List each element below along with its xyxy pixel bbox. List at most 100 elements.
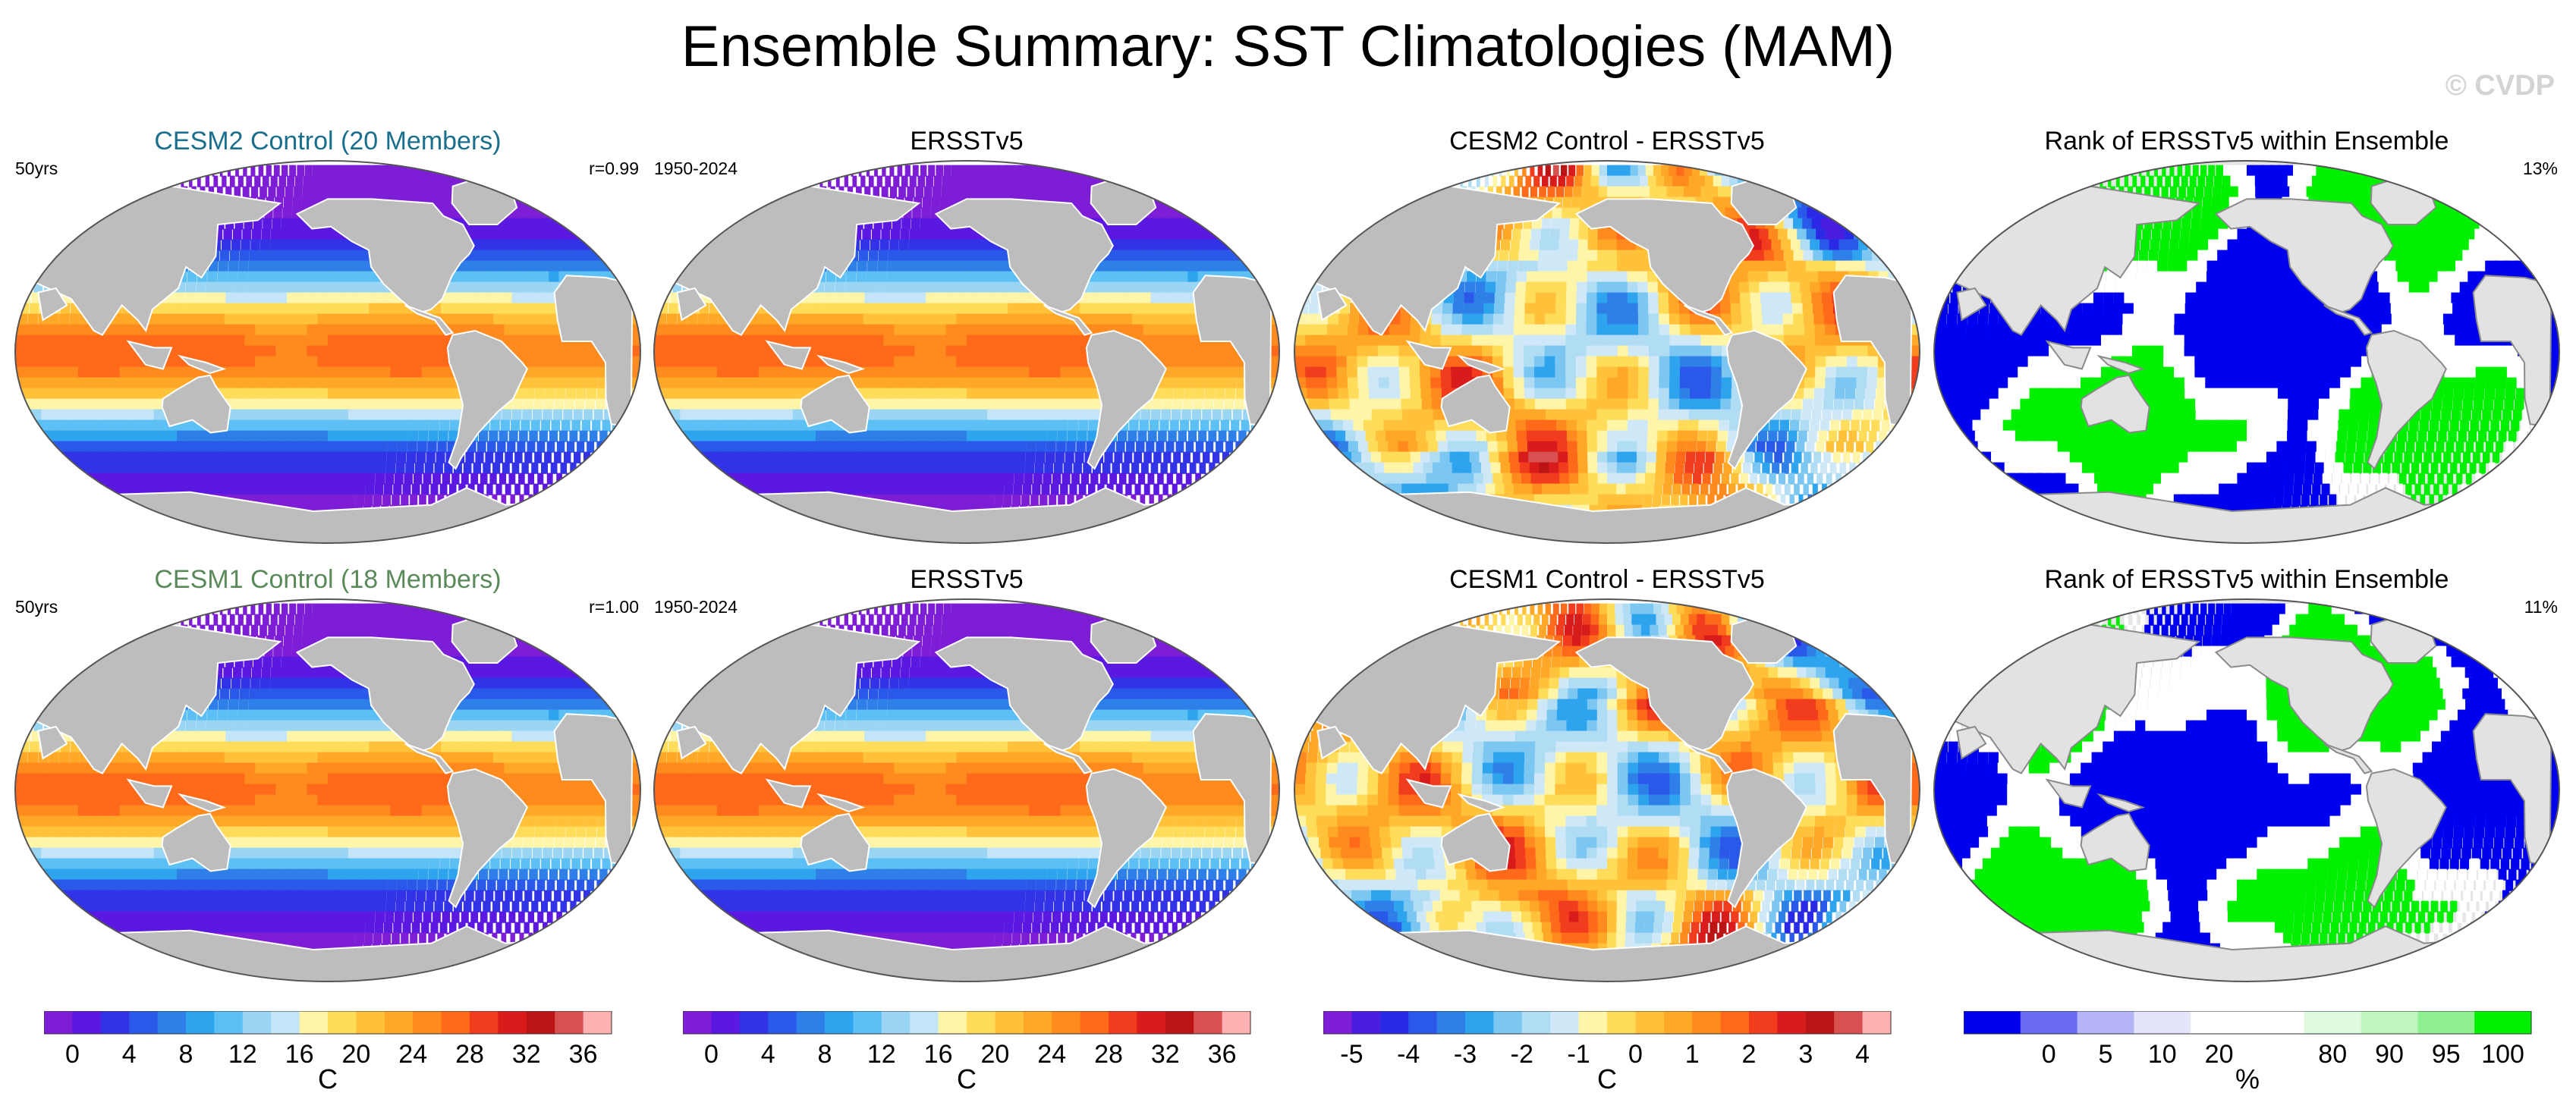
heatmap-cell	[616, 441, 624, 453]
heatmap-cell	[328, 451, 338, 463]
heatmap-cell	[358, 398, 370, 410]
heatmap-cell	[976, 250, 988, 262]
heatmap-cell	[997, 419, 1008, 432]
heatmap-cell	[1175, 366, 1186, 378]
land-mass	[446, 329, 528, 470]
heatmap-cell	[587, 441, 595, 453]
heatmap-cell	[1029, 356, 1041, 368]
heatmap-cell	[1206, 356, 1218, 368]
heatmap-cell	[405, 536, 408, 543]
heatmap-cell	[561, 419, 571, 432]
heatmap-cell	[70, 504, 89, 517]
heatmap-cell	[819, 165, 822, 177]
heatmap-cell	[1226, 366, 1238, 378]
heatmap-cell	[337, 250, 349, 262]
heatmap-cell	[113, 515, 131, 527]
heatmap-cell	[216, 281, 227, 294]
heatmap-cell	[47, 324, 58, 336]
heatmap-cell	[317, 398, 329, 410]
heatmap-cell	[317, 292, 329, 304]
heatmap-cell	[759, 324, 770, 336]
heatmap-cell	[841, 345, 854, 357]
heatmap-cell	[1530, 186, 1538, 198]
heatmap-cell	[1018, 303, 1030, 315]
heatmap-cell	[1025, 451, 1036, 463]
heatmap-cell	[1193, 451, 1200, 463]
heatmap-cell	[743, 419, 756, 432]
heatmap-cell	[30, 260, 38, 272]
heatmap-cell	[365, 483, 375, 495]
heatmap-cell	[1848, 218, 1864, 230]
heatmap-cell	[529, 430, 538, 442]
heatmap-cell	[1107, 271, 1120, 283]
heatmap-cell	[197, 165, 199, 177]
heatmap-cell	[132, 536, 156, 543]
heatmap-cell	[882, 483, 895, 495]
heatmap-cell	[244, 345, 256, 357]
heatmap-cell	[844, 292, 855, 304]
heatmap-cell	[280, 228, 291, 240]
heatmap-cell	[1052, 473, 1062, 485]
heatmap-cell	[257, 271, 268, 283]
heatmap-cell	[474, 250, 488, 262]
heatmap-cell	[303, 175, 312, 187]
heatmap-cell	[124, 419, 138, 432]
heatmap-cell	[718, 388, 731, 400]
heatmap-cell	[986, 430, 998, 442]
heatmap-cell	[328, 494, 338, 506]
heatmap-cell	[1203, 175, 1224, 187]
heatmap-cell	[251, 228, 262, 240]
heatmap-cell	[1206, 504, 1208, 517]
land-mass	[161, 374, 231, 434]
heatmap-cell	[571, 483, 575, 495]
heatmap-cell	[369, 345, 381, 357]
heatmap-cell	[835, 175, 840, 187]
heatmap-cell	[937, 462, 949, 474]
heatmap-cell	[1177, 526, 1182, 538]
heatmap-cell	[729, 398, 743, 410]
heatmap-cell	[1068, 409, 1080, 421]
heatmap-cell	[234, 218, 244, 230]
heatmap-cell	[1216, 345, 1228, 357]
heatmap-cell	[488, 271, 502, 283]
heatmap-cell	[1179, 186, 1197, 198]
heatmap-cell	[1636, 250, 1648, 262]
heatmap-cell	[1089, 409, 1100, 421]
heatmap-cell	[43, 250, 51, 262]
heatmap-cell	[1112, 462, 1121, 474]
heatmap-cell	[1769, 165, 1788, 177]
heatmap-cell	[967, 250, 978, 262]
heatmap-cell	[131, 324, 142, 336]
heatmap-cell	[442, 366, 454, 378]
heatmap-cell	[1044, 462, 1054, 474]
heatmap-cell	[379, 409, 390, 421]
heatmap-cell	[1508, 175, 1514, 187]
heatmap-cell	[278, 441, 290, 453]
heatmap-cell	[532, 186, 549, 198]
heatmap-cell	[1014, 462, 1025, 474]
heatmap-cell	[734, 515, 753, 527]
heatmap-cell	[895, 398, 907, 410]
heatmap-cell	[369, 356, 381, 368]
heatmap-cell	[1419, 165, 1423, 177]
heatmap-cell	[905, 419, 917, 432]
heatmap-cell	[97, 186, 99, 198]
heatmap-cell	[1371, 207, 1376, 219]
heatmap-cell	[505, 334, 517, 347]
heatmap-cell	[1200, 526, 1207, 538]
heatmap-cell	[338, 409, 349, 421]
heatmap-cell	[956, 356, 968, 368]
heatmap-cell	[904, 345, 916, 357]
heatmap-cell	[554, 398, 565, 410]
heatmap-cell	[504, 250, 517, 262]
heatmap-cell	[78, 324, 90, 336]
heatmap-cell	[1376, 186, 1379, 198]
heatmap-cell	[419, 494, 426, 506]
heatmap-cell	[700, 409, 714, 421]
heatmap-cell	[130, 366, 142, 378]
heatmap-cell	[347, 451, 358, 463]
heatmap-cell	[472, 536, 477, 543]
heatmap-cell	[548, 196, 565, 209]
heatmap-cell	[692, 419, 706, 432]
heatmap-cell	[732, 536, 759, 543]
